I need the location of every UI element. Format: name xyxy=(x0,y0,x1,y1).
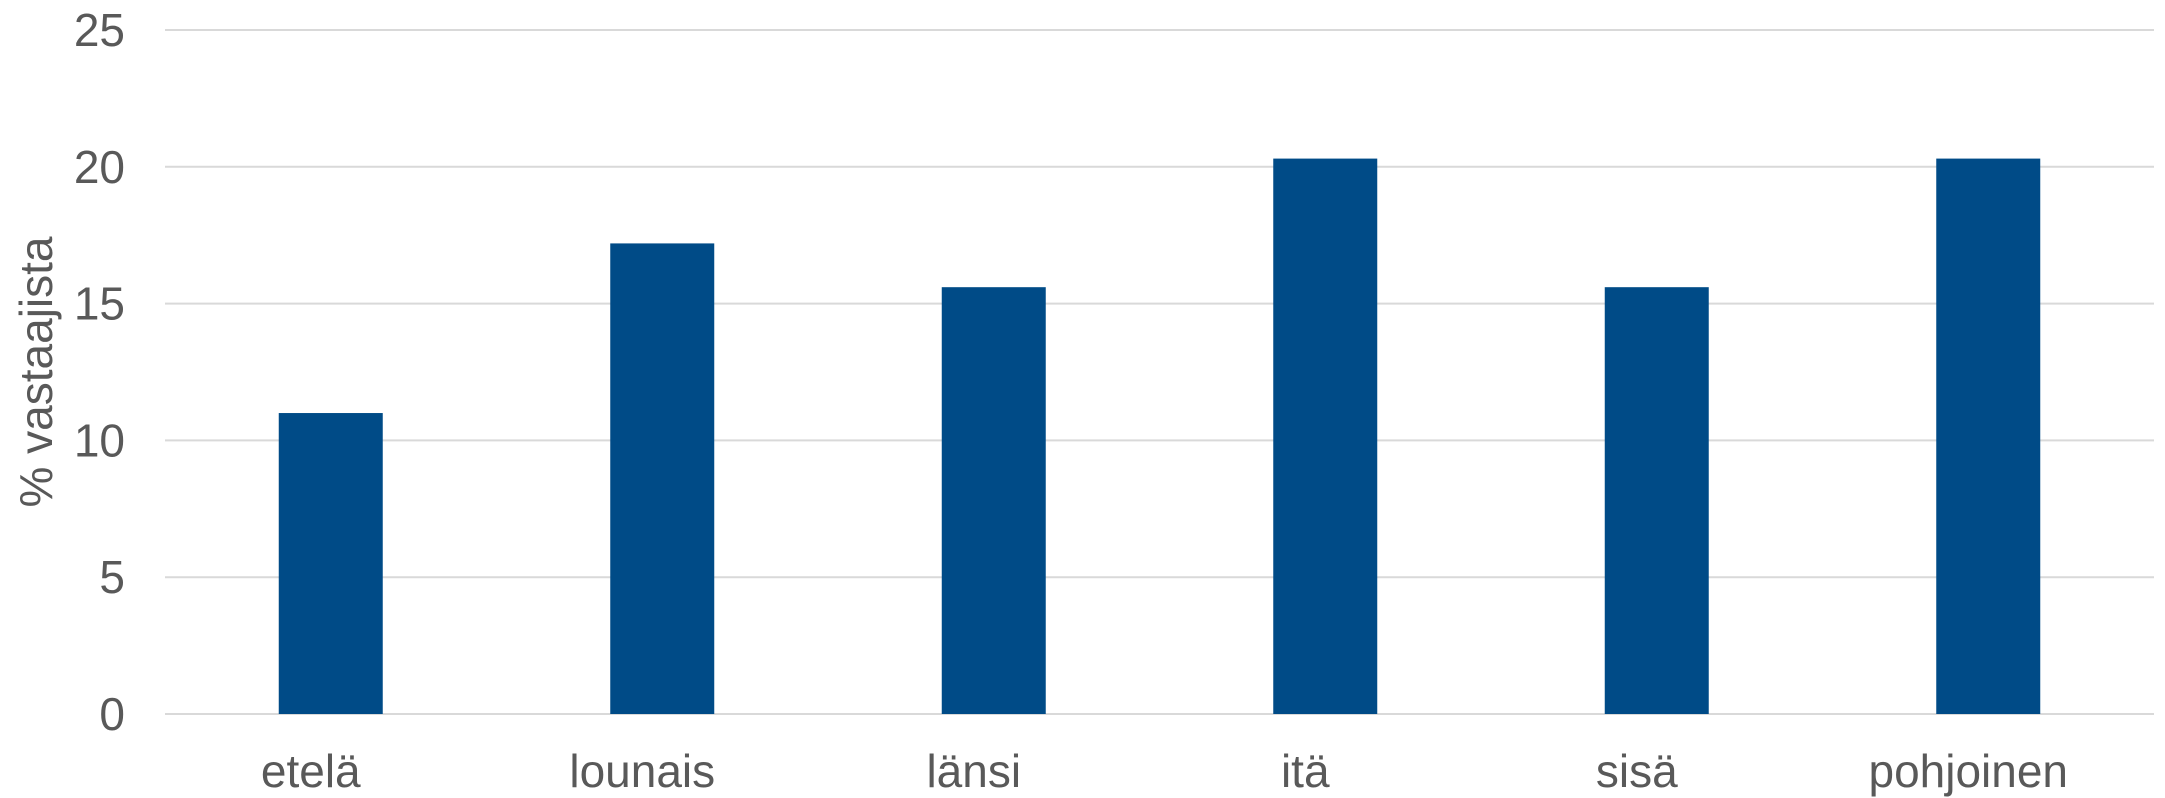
bar-3 xyxy=(1273,158,1378,715)
y-tick-label: 20 xyxy=(74,141,125,193)
y-axis-tick-labels: 0 5 10 15 20 25 xyxy=(74,4,125,740)
bars xyxy=(278,158,2041,715)
x-tick-label: itä xyxy=(1281,745,1330,797)
x-tick-label: pohjoinen xyxy=(1868,745,2068,797)
x-tick-label: länsi xyxy=(926,745,1021,797)
gridlines xyxy=(165,29,2154,715)
x-tick-label: etelä xyxy=(261,745,361,797)
y-tick-label: 25 xyxy=(74,4,125,56)
x-tick-label: lounais xyxy=(569,745,715,797)
x-axis-tick-labels: etelä lounais länsi itä sisä pohjoinen xyxy=(261,745,2068,797)
y-tick-label: 5 xyxy=(99,551,125,603)
bar-4 xyxy=(1604,287,1709,714)
y-tick-label: 10 xyxy=(74,414,125,466)
y-tick-label: 0 xyxy=(99,688,125,740)
bar-5 xyxy=(1936,158,2041,715)
bar-1 xyxy=(610,243,715,714)
bar-2 xyxy=(941,287,1046,714)
x-tick-label: sisä xyxy=(1596,745,1678,797)
y-axis-title: % vastaajista xyxy=(10,236,62,507)
bar-0 xyxy=(278,413,383,714)
y-tick-label: 15 xyxy=(74,278,125,330)
